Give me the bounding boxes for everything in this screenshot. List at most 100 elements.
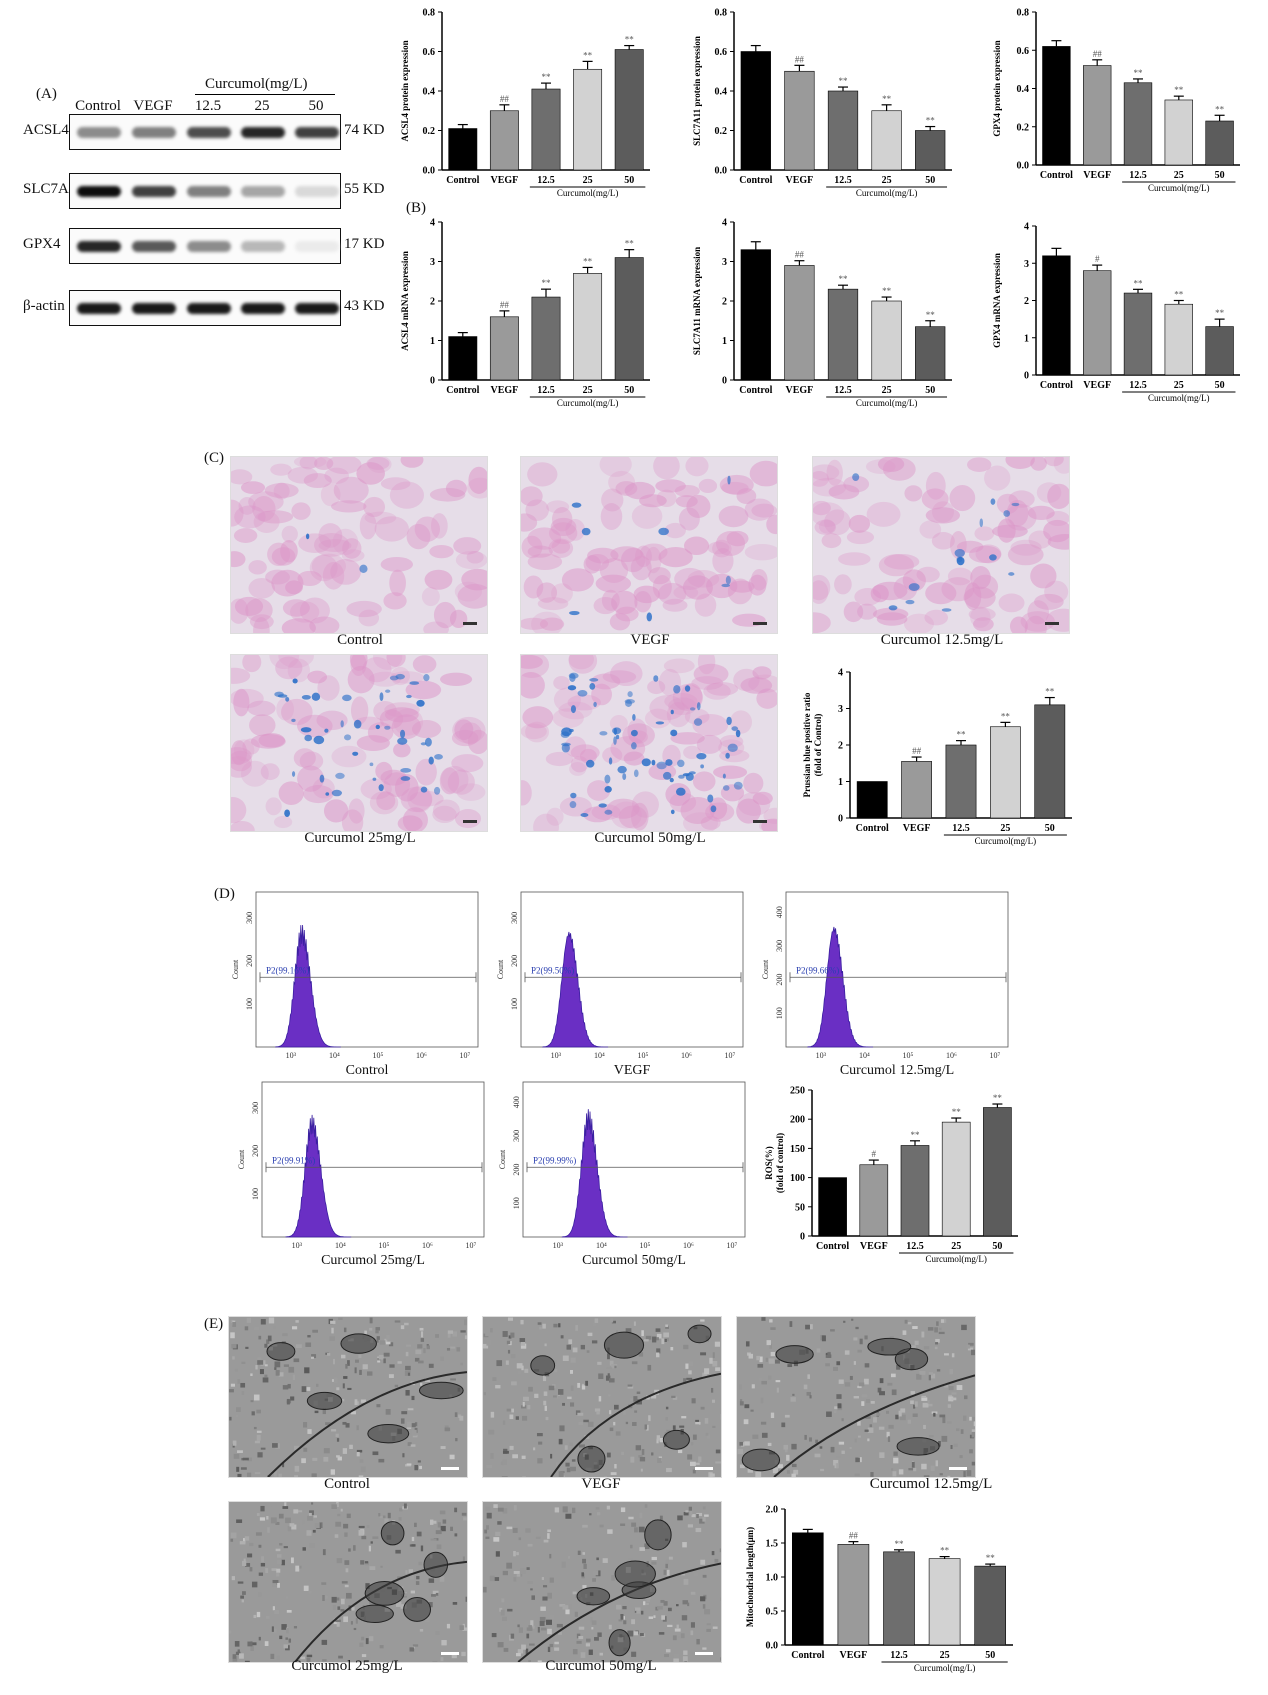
cell <box>231 820 255 831</box>
texture <box>315 1383 319 1387</box>
texture <box>256 1513 260 1516</box>
blue-stain <box>409 681 420 685</box>
texture <box>559 1604 566 1607</box>
bar <box>900 1145 930 1237</box>
texture <box>623 1620 627 1625</box>
blue-stain <box>630 742 637 750</box>
texture <box>502 1450 509 1454</box>
texture <box>566 1467 571 1473</box>
texture <box>272 1443 278 1448</box>
texture <box>437 1522 441 1528</box>
blue-stain <box>655 721 665 725</box>
texture <box>508 1335 512 1339</box>
texture <box>672 1396 678 1400</box>
texture <box>336 1621 340 1627</box>
texture <box>237 1473 242 1477</box>
cell <box>287 466 319 484</box>
y-axis-label: ACSL4 protein expression <box>400 40 410 141</box>
texture <box>633 1396 638 1402</box>
texture <box>938 1327 942 1331</box>
x-tick-label: Control <box>816 1241 849 1252</box>
y-tick-label: 0.2 <box>715 126 728 137</box>
x-tick-label: 12.5 <box>890 1650 908 1661</box>
blue-stain <box>673 684 681 694</box>
blue-stain <box>941 608 952 612</box>
texture <box>464 1335 467 1340</box>
bar <box>740 51 771 171</box>
y-tick-label: 0.4 <box>423 87 436 98</box>
group-label: Curcumol(mg/L) <box>557 398 619 408</box>
texture <box>700 1406 705 1410</box>
texture <box>545 1416 549 1421</box>
stain-image <box>230 456 488 634</box>
texture <box>383 1352 390 1357</box>
texture <box>361 1535 367 1540</box>
texture <box>857 1385 862 1389</box>
texture <box>305 1342 312 1347</box>
cell <box>609 613 631 631</box>
cell <box>685 457 709 477</box>
texture <box>282 1333 288 1337</box>
cell <box>606 798 640 819</box>
texture <box>634 1410 638 1413</box>
texture <box>951 1392 957 1395</box>
texture <box>247 1638 251 1642</box>
texture <box>513 1505 517 1511</box>
texture <box>234 1641 240 1647</box>
cell <box>843 475 870 493</box>
cell <box>602 670 637 684</box>
texture <box>690 1630 694 1636</box>
texture <box>692 1434 697 1440</box>
texture <box>830 1329 835 1332</box>
blue-stain <box>727 475 731 485</box>
texture <box>639 1457 646 1462</box>
texture <box>244 1660 250 1662</box>
cell <box>273 815 293 829</box>
texture <box>345 1363 348 1369</box>
texture <box>406 1344 412 1347</box>
texture <box>641 1330 644 1337</box>
texture <box>663 1601 668 1606</box>
cell <box>583 555 601 574</box>
bar <box>784 70 815 171</box>
blue-stain <box>372 777 377 781</box>
texture <box>369 1317 373 1324</box>
blue-stain <box>344 734 352 741</box>
texture <box>602 1558 608 1563</box>
texture <box>537 1458 543 1464</box>
texture <box>547 1646 551 1653</box>
texture <box>531 1625 535 1629</box>
texture <box>832 1366 839 1371</box>
texture <box>322 1549 326 1556</box>
texture <box>387 1512 391 1519</box>
texture <box>890 1373 896 1378</box>
cell <box>269 655 300 670</box>
blue-stain <box>331 789 342 797</box>
cell <box>527 545 553 558</box>
texture <box>631 1522 637 1527</box>
texture <box>776 1387 779 1393</box>
texture <box>595 1507 600 1510</box>
cell <box>568 655 598 674</box>
histogram <box>542 931 609 1048</box>
cell <box>663 658 695 674</box>
texture <box>420 1545 424 1552</box>
texture <box>913 1467 917 1472</box>
texture <box>927 1400 930 1404</box>
cell <box>318 539 352 553</box>
cell <box>303 785 334 804</box>
texture <box>493 1537 500 1542</box>
texture <box>527 1543 533 1547</box>
texture <box>284 1502 287 1507</box>
texture <box>353 1545 356 1551</box>
texture <box>605 1375 611 1381</box>
texture <box>505 1360 509 1365</box>
cell <box>432 799 460 821</box>
blue-stain <box>700 764 704 769</box>
texture <box>525 1648 529 1655</box>
x-tick-label: 10⁶ <box>946 1051 957 1060</box>
texture <box>407 1421 412 1428</box>
texture <box>275 1521 280 1525</box>
